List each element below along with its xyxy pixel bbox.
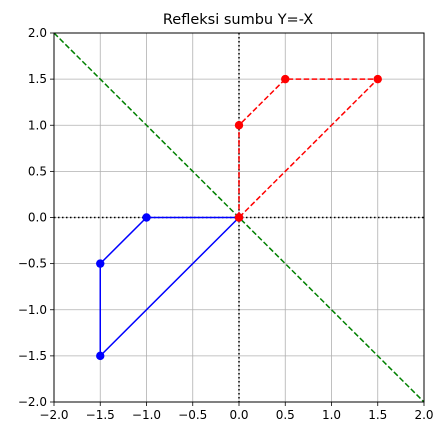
series-0-point-1	[142, 213, 151, 222]
x-tick-label-1: −1.5	[86, 408, 115, 422]
x-tick-label-2: −1.0	[132, 408, 161, 422]
x-tick-label-3: −0.5	[178, 408, 207, 422]
x-tick-label-7: 1.5	[368, 408, 387, 422]
y-tick-label-6: 1.0	[28, 118, 47, 132]
x-tick-label-6: 1.0	[322, 408, 341, 422]
y-tick-label-2: −1.0	[18, 303, 47, 317]
series-line-0	[99, 216, 240, 357]
series-0-point-2	[96, 259, 105, 268]
y-tick-label-7: 1.5	[28, 72, 47, 86]
y-tick-label-5: 0.5	[28, 164, 47, 178]
chart-title: Refleksi sumbu Y=-X	[163, 12, 313, 28]
x-tick-label-4: 0.0	[229, 408, 248, 422]
y-tick-label-8: 2.0	[28, 26, 47, 40]
series-1-point-2	[281, 74, 290, 84]
x-tick-label-5: 0.5	[276, 408, 295, 422]
x-tick-label-0: −2.0	[39, 408, 68, 422]
series-group	[96, 74, 382, 361]
y-tick-label-0: −2.0	[18, 395, 47, 409]
series-0-point-3	[96, 351, 105, 361]
x-tick-label-8: 2.0	[414, 408, 433, 422]
series-line-1	[238, 78, 379, 219]
y-tick-label-1: −1.5	[18, 349, 47, 363]
series-1-point-4	[234, 213, 244, 222]
y-tick-label-4: 0.0	[28, 211, 47, 225]
series-1-point-1	[234, 121, 244, 130]
y-tick-label-3: −0.5	[18, 257, 47, 271]
axis-ticks: −2.0 −1.5 −1.0 −0.5 0.0 0.5 1.0 1.5 2.0 −2.0 −1.5 −…	[18, 26, 434, 422]
series-1-point-3	[373, 74, 382, 84]
